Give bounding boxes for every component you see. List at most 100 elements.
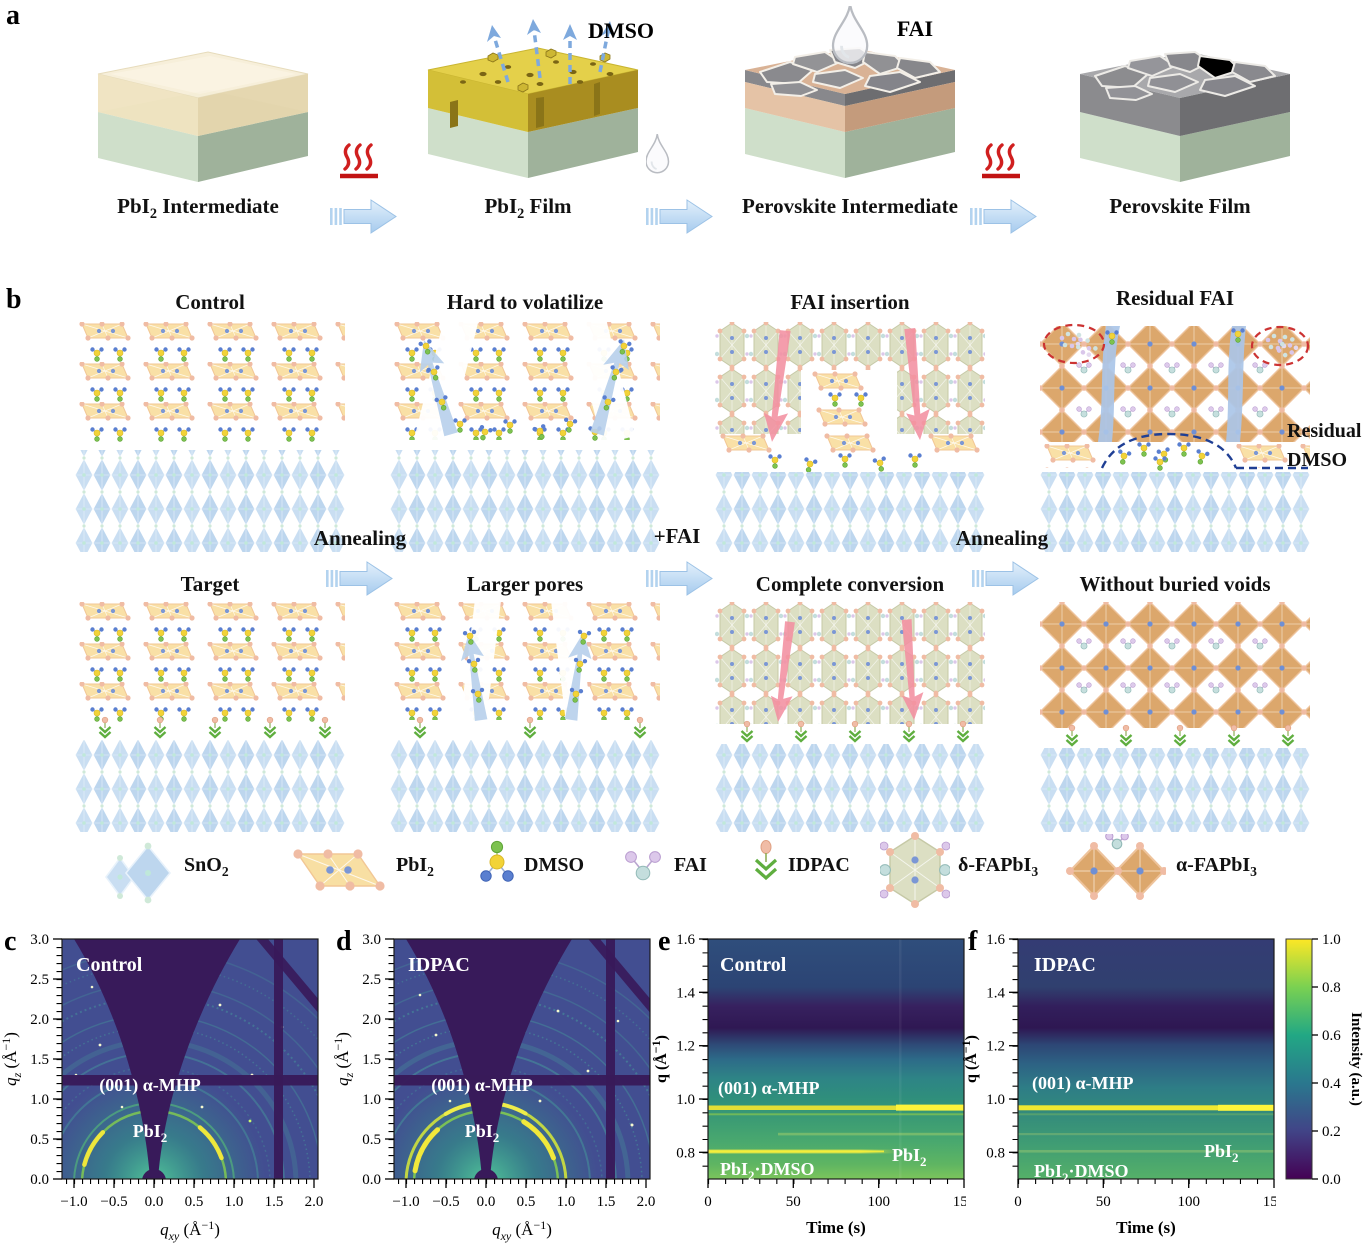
legend-label-pbi2: PbI2 (396, 854, 434, 879)
svg-text:1.4: 1.4 (676, 985, 695, 1001)
svg-text:qz (Å−1): qz (Å−1) (0, 1032, 24, 1086)
svg-text:1.0: 1.0 (30, 1092, 49, 1108)
svg-text:0: 0 (1014, 1194, 1022, 1210)
svg-text:1.5: 1.5 (265, 1194, 284, 1210)
svg-text:0.5: 0.5 (362, 1132, 381, 1148)
pbi2-icon (293, 849, 385, 891)
fai-icon (625, 851, 661, 881)
panel-a: a DMSO (0, 0, 1367, 270)
panel-c-annotations: Control (001) α-MHP PbI2 (76, 954, 201, 1145)
svg-text:0.2: 0.2 (1322, 1124, 1341, 1140)
svg-text:0.8: 0.8 (986, 1145, 1005, 1161)
delta-fapbi3-icon (880, 832, 950, 908)
panel-e-xlabel: Time (s) (806, 1218, 866, 1237)
svg-text:2.5: 2.5 (30, 972, 49, 988)
svg-text:1.6: 1.6 (676, 932, 695, 948)
svg-text:q (Å−1): q (Å−1) (652, 1035, 670, 1083)
svg-text:150: 150 (953, 1194, 966, 1210)
panel-e-tag: Control (720, 954, 787, 976)
panel-d-letter: d (336, 926, 352, 957)
block-title-larger-pores: Larger pores (466, 572, 584, 596)
legend-label-dmso: DMSO (524, 854, 584, 876)
arrow-label-annealing-1: Annealing (313, 526, 407, 550)
perovskite-film-illustration (1080, 51, 1290, 182)
svg-text:0.0: 0.0 (477, 1194, 496, 1210)
annotation-pbi2-dmso: PbI2·DMSO (720, 1159, 815, 1183)
svg-text:Intensity (a.u.): Intensity (a.u.) (1348, 1012, 1364, 1106)
block-title-residual-fai: Residual FAI (1115, 286, 1235, 310)
svg-text:150: 150 (1263, 1194, 1276, 1210)
intensity-colorbar: 1.0 0.8 0.6 0.4 0.2 0.0 Intensity (a.u.) (1285, 932, 1364, 1188)
svg-text:1.6: 1.6 (986, 932, 1005, 948)
svg-text:1.0: 1.0 (557, 1194, 576, 1210)
svg-text:3.0: 3.0 (30, 932, 49, 948)
idpac-icon (754, 840, 778, 881)
svg-text:1.0: 1.0 (225, 1194, 244, 1210)
svg-text:1.2: 1.2 (986, 1039, 1005, 1055)
heat-icon (980, 142, 1026, 182)
residual-dmso-line2: DMSO (1287, 449, 1347, 471)
panel-d-tag: IDPAC (408, 954, 470, 976)
block-residual-fai (1040, 323, 1310, 552)
block-title-hard-to-volatilize: Hard to volatilize (446, 290, 604, 314)
panel-f-insitu: IDPAC (001) α-MHP PbI2·DMSO PbI2 1.61.4 … (962, 932, 1276, 1237)
legend-label-alpha-fapbi3: α-FAPbI3 (1176, 854, 1257, 879)
panel-d-annotations: IDPAC (001) α-MHP PbI2 (408, 954, 533, 1145)
block-larger-pores (390, 602, 660, 832)
block-title-without-buried-voids: Without buried voids (1079, 572, 1271, 596)
block-title-complete-conversion: Complete conversion (755, 572, 945, 596)
panel-f-xlabel: Time (s) (1116, 1218, 1176, 1237)
stage-label-perovskite-film: Perovskite Film (1109, 194, 1251, 218)
stage-label-pbi2-intermediate: PbI2 Intermediate (117, 194, 279, 223)
droplet-icon (646, 134, 670, 174)
panel-e-ylabel: q (Å−1) (652, 1035, 670, 1083)
panel-f-annotations: IDPAC (001) α-MHP PbI2·DMSO PbI2 (1032, 954, 1239, 1185)
heat-icon (338, 142, 384, 182)
panel-e-letter: e (658, 926, 671, 957)
svg-text:1.0: 1.0 (1322, 932, 1341, 948)
residual-dmso-line1: Residual (1287, 420, 1362, 442)
svg-text:1.4: 1.4 (986, 985, 1005, 1001)
stage-label-pbi2-film: PbI2 Film (484, 194, 572, 223)
colorbar-label: Intensity (a.u.) (1348, 1012, 1364, 1106)
svg-text:2.5: 2.5 (362, 972, 381, 988)
alpha-fapbi3-icon (1066, 834, 1166, 900)
svg-text:0.5: 0.5 (185, 1194, 204, 1210)
annotation-alpha-mhp: (001) α-MHP (99, 1075, 201, 1096)
block-title-fai-insertion: FAI insertion (790, 290, 910, 314)
block-title-control: Control (175, 290, 245, 314)
annotation-pbi2: PbI2 (1204, 1141, 1239, 1165)
svg-text:0.4: 0.4 (1322, 1076, 1341, 1092)
panel-f-ylabel: q (Å−1) (962, 1035, 980, 1083)
dmso-icon (480, 840, 514, 882)
fai-drop-label: FAI (897, 16, 933, 41)
annotation-alpha-mhp: (001) α-MHP (1032, 1073, 1134, 1094)
panel-f-letter: f (968, 926, 978, 957)
block-control (75, 322, 345, 552)
panel-d-xlabel: qxy (Å−1) (492, 1218, 552, 1243)
svg-text:−1.0: −1.0 (392, 1194, 419, 1210)
svg-text:0.0: 0.0 (1322, 1172, 1341, 1188)
stage-label-perovskite-intermediate: Perovskite Intermediate (742, 194, 958, 218)
block-fai-insertion (715, 322, 985, 552)
svg-text:0.0: 0.0 (145, 1194, 164, 1210)
svg-text:0: 0 (704, 1194, 712, 1210)
svg-text:1.0: 1.0 (362, 1092, 381, 1108)
panel-c-ylabel: qz (Å−1) (0, 1032, 24, 1086)
block-title-target: Target (180, 572, 240, 596)
dmso-gas-label: DMSO (588, 18, 654, 43)
legend-label-fai: FAI (674, 854, 707, 876)
svg-text:2.0: 2.0 (362, 1012, 381, 1028)
panel-b-letter: b (6, 284, 22, 315)
legend: SnO2 PbI2 DMSO FAI IDPAC δ-FAPbI3 (0, 832, 1367, 920)
svg-text:−0.5: −0.5 (100, 1194, 127, 1210)
svg-text:0.8: 0.8 (1322, 980, 1341, 996)
svg-text:50: 50 (786, 1194, 801, 1210)
svg-text:1.5: 1.5 (30, 1052, 49, 1068)
panel-b: b Control Hard to volatilize FAI inserti… (0, 280, 1367, 920)
annotation-pbi2: PbI2 (133, 1121, 168, 1145)
panel-c-xlabel: qxy (Å−1) (160, 1218, 220, 1243)
panel-e-annotations: Control (001) α-MHP PbI2·DMSO PbI2 (718, 954, 927, 1183)
svg-text:1.5: 1.5 (597, 1194, 616, 1210)
